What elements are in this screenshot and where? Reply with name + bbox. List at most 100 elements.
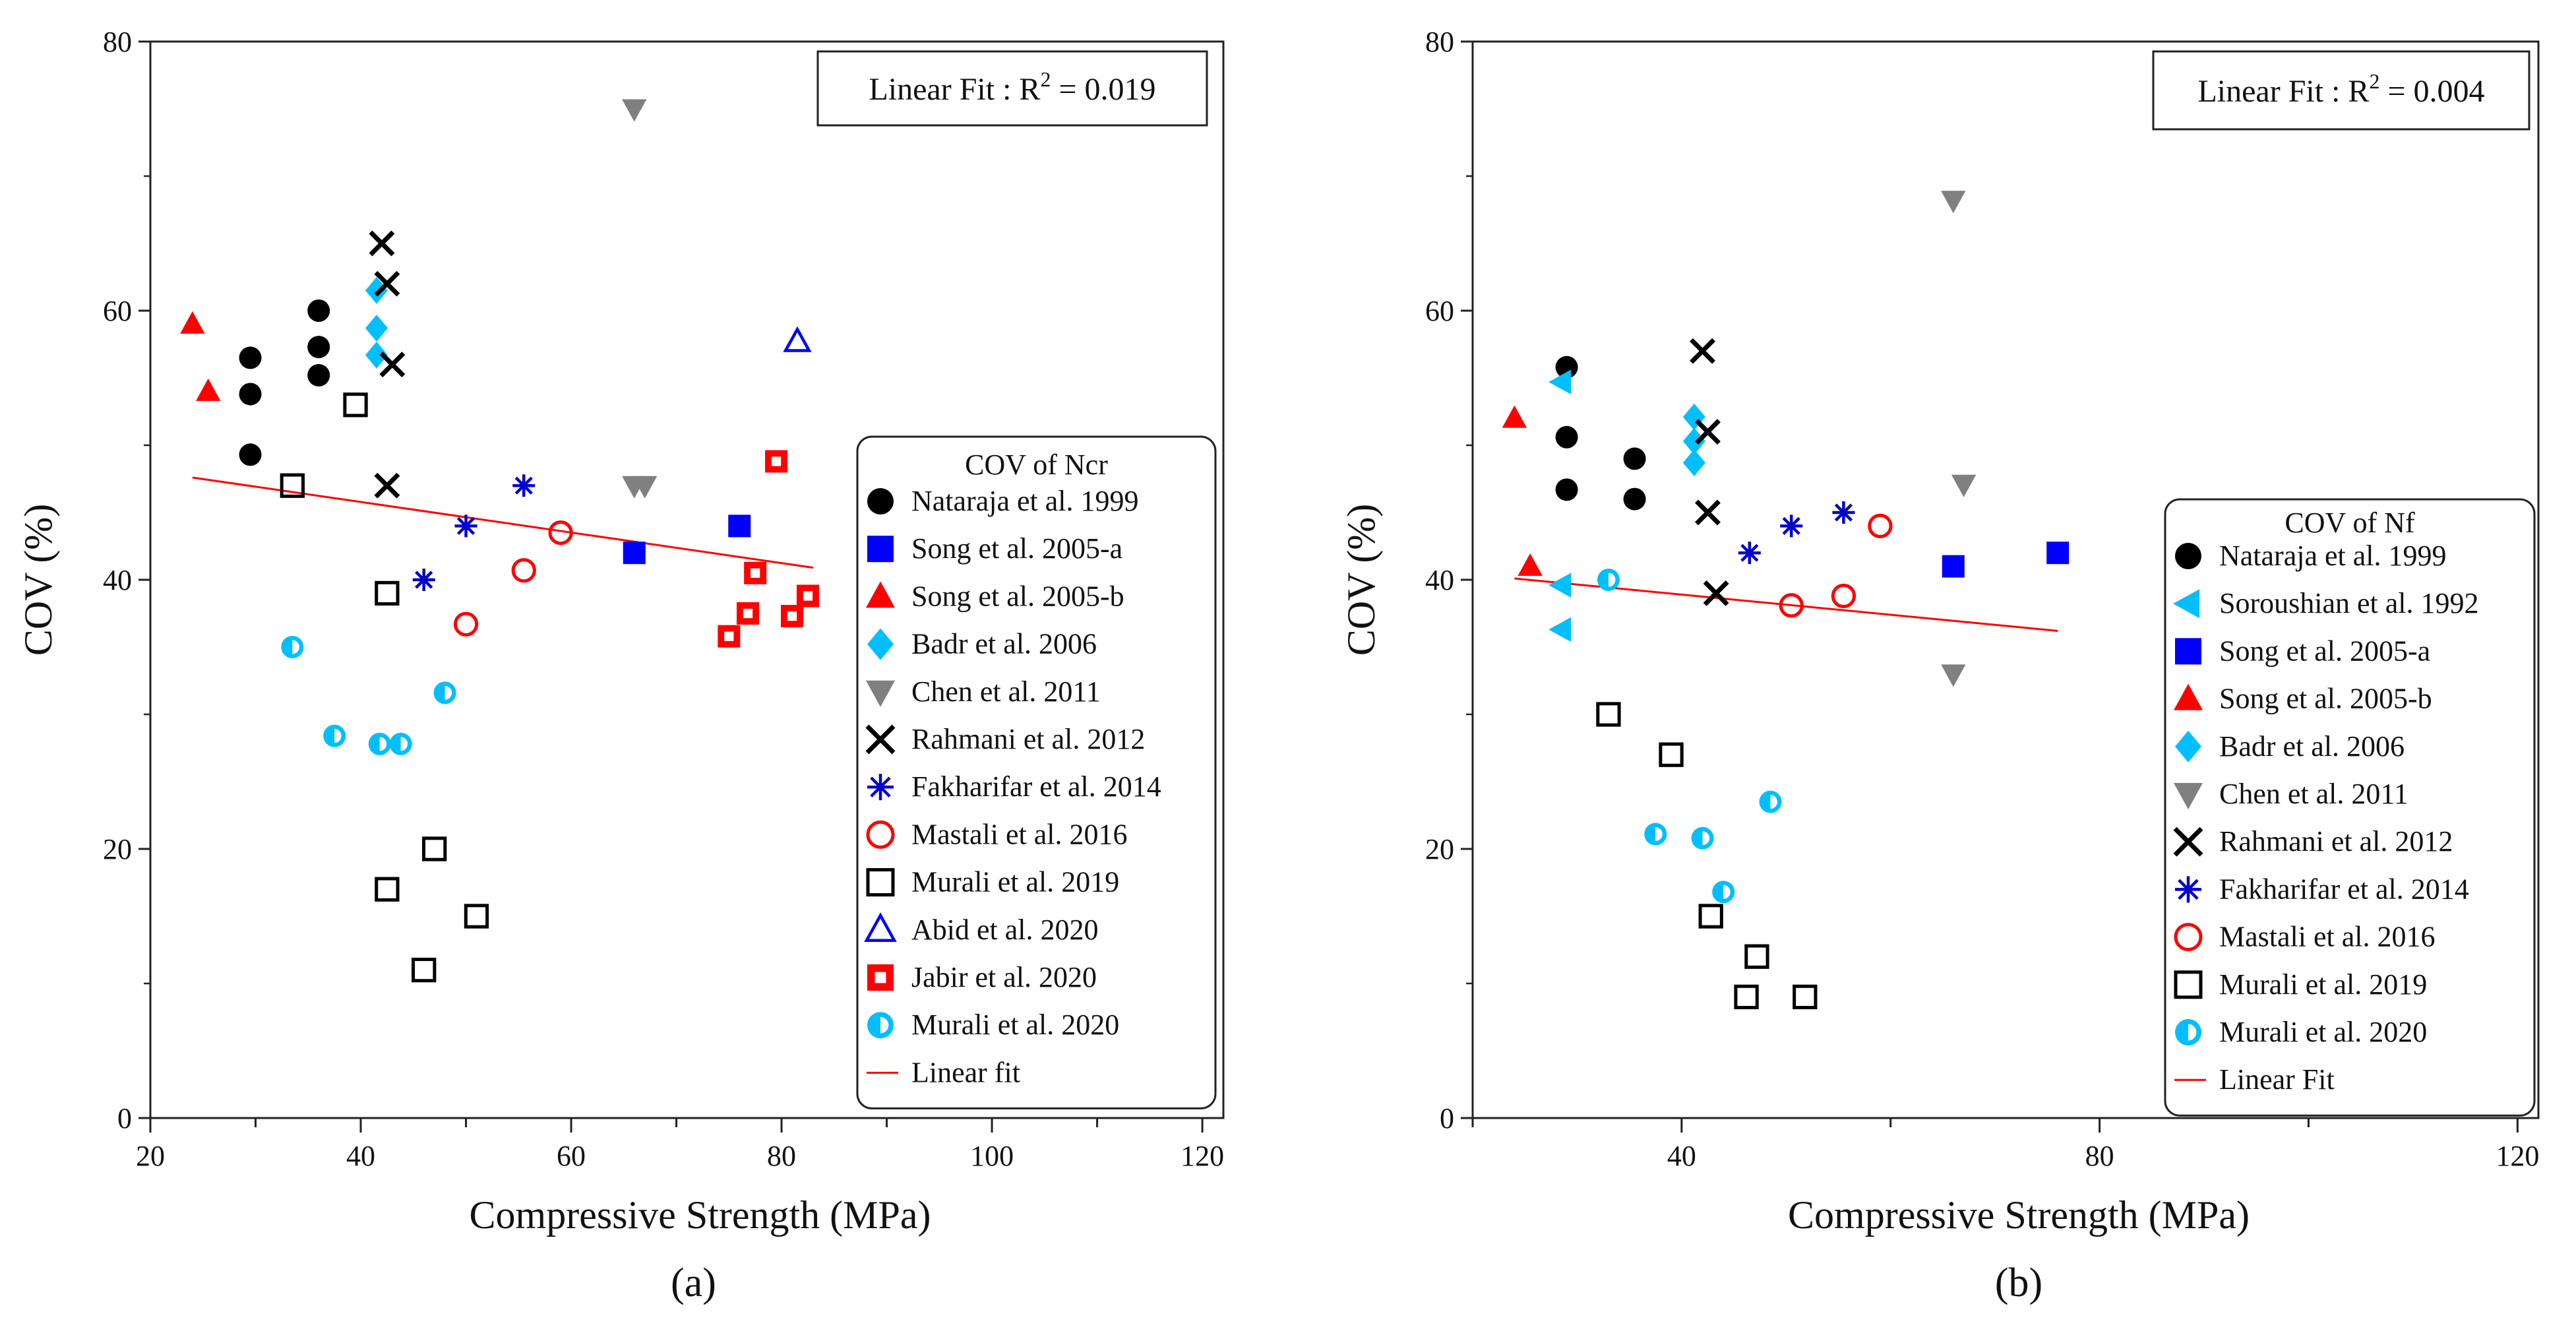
marker-shape (1549, 369, 1572, 394)
legend-entry: Murali et al. 2020 (2219, 1016, 2427, 1048)
data-point (1694, 419, 1721, 445)
annotation-prefix: Linear Fit : R (869, 72, 1040, 107)
legend-marker (867, 1012, 894, 1039)
marker-shape (1690, 338, 1716, 364)
legend-entry: Chen et al. 2011 (911, 675, 1101, 708)
marker-shape (196, 378, 221, 401)
data-point (374, 472, 400, 499)
legend-marker (867, 774, 894, 801)
legend-entry: Chen et al. 2011 (2219, 778, 2408, 810)
marker-shape (622, 99, 647, 122)
x-tick-label: 40 (1667, 1140, 1696, 1172)
data-point (389, 732, 412, 755)
series-song-et-al-2005-a (623, 514, 751, 565)
marker-shape (280, 473, 305, 498)
marker-shape (1951, 474, 1977, 497)
series-nataraja-et-al-1999 (1555, 356, 1646, 511)
marker-shape (511, 558, 536, 583)
marker-shape (864, 912, 897, 943)
data-point (365, 277, 388, 304)
marker-shape (292, 640, 299, 654)
marker-shape (365, 315, 388, 342)
legend-marker (2174, 970, 2203, 999)
linear-fit-line (192, 476, 814, 569)
data-point (1744, 944, 1769, 969)
legend-marker (867, 628, 894, 660)
marker-shape (1555, 356, 1578, 379)
data-point (433, 681, 456, 704)
data-point (718, 625, 741, 648)
marker-shape (1834, 503, 1853, 522)
panel-label: (b) (1995, 1261, 2042, 1305)
data-point (1780, 514, 1803, 538)
legend-box (856, 435, 1217, 1109)
marker-shape (375, 877, 400, 902)
data-point (548, 520, 573, 545)
marker-shape (514, 476, 533, 495)
marker-shape (623, 542, 646, 565)
annotation-sup: 2 (2369, 69, 2379, 93)
marker-shape (1694, 499, 1721, 526)
data-point (781, 605, 804, 628)
legend-entry: Badr et al. 2006 (2219, 730, 2405, 763)
data-point (196, 378, 221, 401)
marker-shape (180, 311, 205, 334)
data-point (1941, 664, 1966, 687)
linear-fit-line (1514, 577, 2058, 633)
marker-shape (2174, 783, 2203, 809)
x-tick-label: 40 (346, 1140, 375, 1172)
x-tick-label: 80 (767, 1140, 796, 1172)
data-point (1644, 823, 1667, 846)
marker-shape (343, 392, 368, 418)
marker-shape (787, 611, 797, 621)
legend-entry: Mastali et al. 2016 (2219, 921, 2436, 953)
data-point (180, 311, 205, 334)
marker-shape (1608, 573, 1616, 587)
data-point (280, 473, 305, 498)
marker-shape (1623, 487, 1646, 511)
marker-shape (1682, 427, 1705, 455)
data-point (1738, 542, 1761, 565)
marker-shape (445, 685, 452, 700)
data-point (1682, 449, 1705, 476)
x-axis-title: Compressive Strength (MPa) (1788, 1193, 2250, 1237)
annotation-box (2152, 50, 2530, 131)
data-point (1759, 790, 1782, 813)
y-tick-label: 40 (103, 564, 132, 596)
data-point (323, 724, 346, 747)
marker-shape (2188, 1024, 2197, 1041)
data-point (728, 514, 751, 538)
legend-marker (2175, 1019, 2201, 1045)
data-point (783, 326, 812, 352)
marker-shape (867, 536, 894, 563)
marker-shape (307, 336, 330, 359)
marker-shape (379, 737, 387, 751)
legend-marker (867, 488, 894, 514)
marker-shape (415, 571, 433, 589)
legend-entry: Linear fit (911, 1056, 1020, 1088)
marker-shape (365, 341, 388, 369)
data-point (239, 443, 262, 466)
legend-entry: Fakharifar et al. 2014 (2219, 873, 2469, 905)
marker-shape (456, 516, 475, 536)
data-point (1832, 501, 1855, 524)
legend-marker (2173, 826, 2203, 857)
marker-shape (751, 568, 760, 578)
data-point (1793, 984, 1818, 1010)
panel-label: (a) (671, 1261, 716, 1305)
marker-shape (2046, 542, 2070, 565)
data-point (1694, 499, 1721, 526)
data-point (375, 580, 400, 606)
data-point (1682, 427, 1705, 455)
series-song-et-al-2005-a (1942, 542, 2070, 578)
marker-shape (1942, 555, 1965, 578)
marker-shape (1549, 573, 1572, 598)
legend-marker (2175, 543, 2201, 569)
data-point (511, 558, 536, 583)
marker-shape (1702, 831, 1710, 846)
legend-marker (866, 868, 895, 897)
series-badr-et-al-2006 (1682, 403, 1705, 476)
data-point (1691, 826, 1714, 850)
data-point (1623, 447, 1646, 470)
marker-shape (548, 520, 573, 545)
